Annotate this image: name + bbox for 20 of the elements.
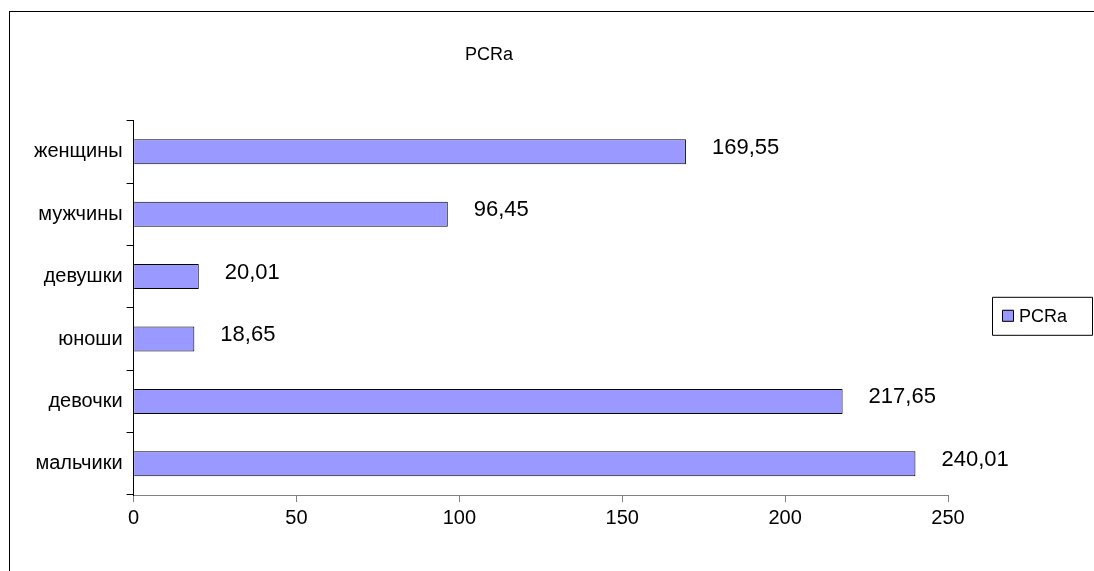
data-label: 96,45: [473, 196, 529, 222]
y-tick-label: юноши: [58, 326, 123, 349]
legend-label: PCRa: [1019, 305, 1068, 326]
chart-title: PCRa: [464, 43, 514, 64]
x-tick-label: 250: [931, 505, 965, 528]
data-label: 240,01: [941, 445, 1009, 471]
x-tick-label: 100: [442, 505, 477, 528]
x-tick-label: 150: [605, 505, 639, 528]
data-label: 20,01: [224, 258, 280, 284]
data-label: 169,55: [711, 133, 780, 159]
y-tick-label: девочки: [48, 388, 123, 411]
x-tick-label: 50: [285, 505, 308, 528]
x-tick-label: 200: [768, 505, 802, 528]
data-label: 217,65: [868, 383, 936, 409]
y-tick-label: мальчики: [35, 451, 123, 474]
y-tick-label: мужчины: [38, 201, 123, 224]
y-tick-label: девушки: [43, 264, 123, 287]
y-tick-label: женщины: [34, 139, 123, 162]
data-label: 18,65: [220, 321, 276, 347]
x-tick-label: 0: [128, 505, 140, 528]
